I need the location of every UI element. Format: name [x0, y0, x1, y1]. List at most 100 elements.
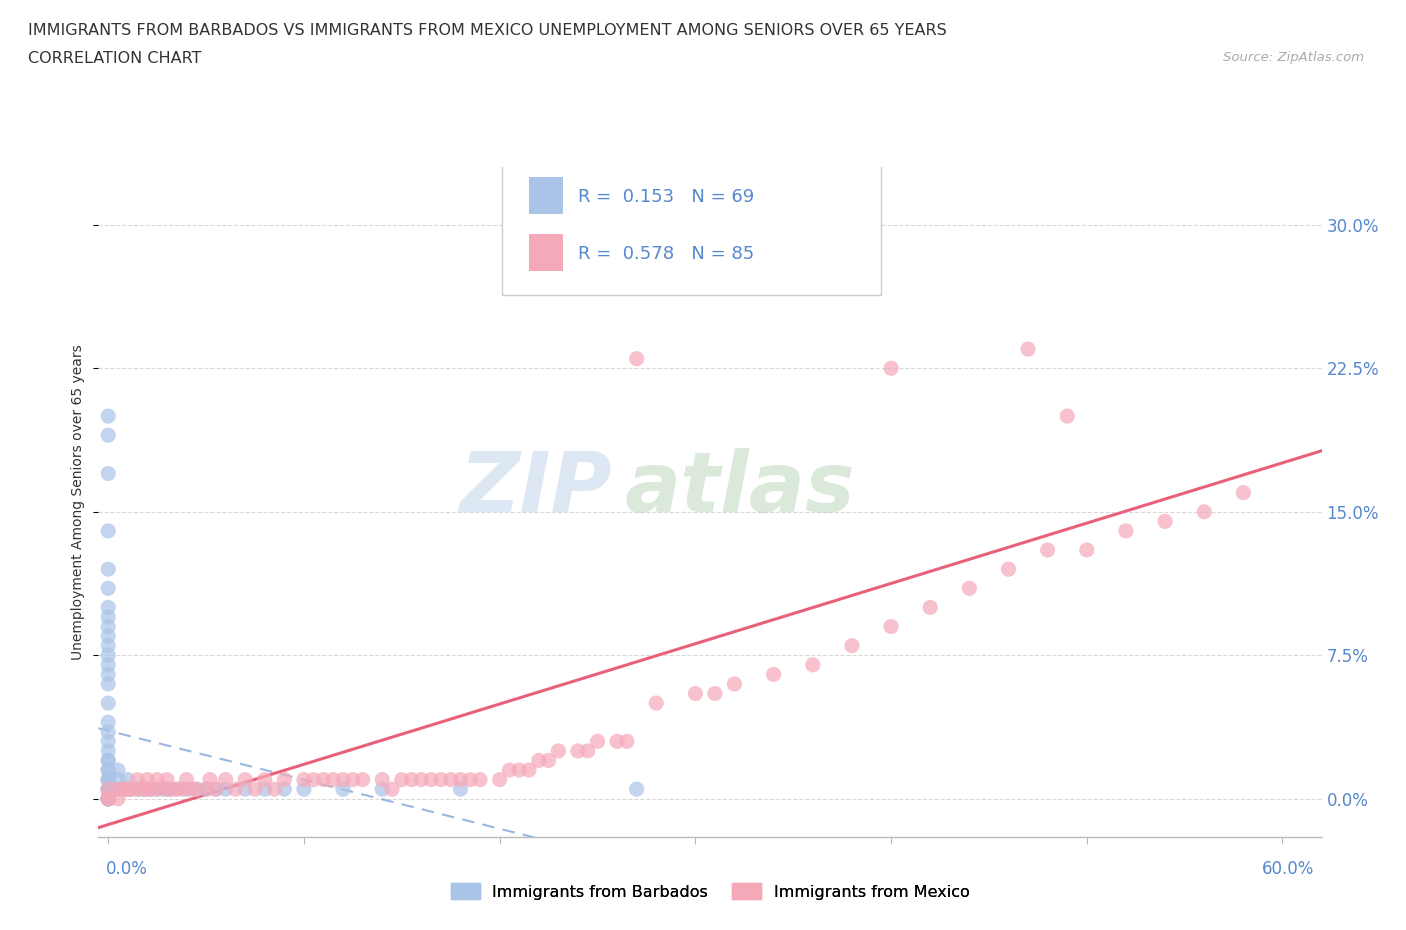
Point — [450, 782, 472, 797]
Text: atlas: atlas — [624, 448, 855, 529]
Point — [1036, 542, 1059, 557]
Point — [127, 782, 149, 797]
Point — [97, 609, 120, 624]
Point — [97, 428, 120, 443]
Point — [391, 772, 413, 787]
Point — [97, 724, 120, 739]
Point — [450, 772, 472, 787]
Point — [381, 782, 404, 797]
Point — [352, 772, 374, 787]
Point — [997, 562, 1019, 577]
Text: IMMIGRANTS FROM BARBADOS VS IMMIGRANTS FROM MEXICO UNEMPLOYMENT AMONG SENIORS OV: IMMIGRANTS FROM BARBADOS VS IMMIGRANTS F… — [28, 23, 946, 38]
Point — [498, 763, 520, 777]
Point — [302, 772, 325, 787]
Point — [626, 782, 648, 797]
Point — [411, 772, 433, 787]
Point — [132, 782, 155, 797]
FancyBboxPatch shape — [502, 161, 882, 295]
Point — [156, 782, 179, 797]
Point — [458, 772, 481, 787]
Point — [176, 782, 198, 797]
Point — [685, 227, 707, 242]
Point — [97, 581, 120, 596]
Point — [97, 791, 120, 806]
Point — [1192, 504, 1215, 519]
Point — [97, 791, 120, 806]
Point — [97, 791, 120, 806]
Point — [117, 782, 139, 797]
Point — [146, 782, 169, 797]
Point — [117, 772, 139, 787]
Point — [527, 753, 550, 768]
Point — [97, 791, 120, 806]
Point — [606, 734, 628, 749]
Point — [127, 782, 149, 797]
Point — [107, 772, 129, 787]
Point — [136, 772, 159, 787]
Point — [1154, 514, 1177, 529]
Point — [371, 782, 394, 797]
Text: CORRELATION CHART: CORRELATION CHART — [28, 51, 201, 66]
Point — [920, 600, 942, 615]
Point — [332, 772, 354, 787]
Point — [97, 772, 120, 787]
Point — [214, 772, 236, 787]
Point — [121, 782, 143, 797]
Point — [517, 763, 540, 777]
Point — [141, 782, 163, 797]
Text: ZIP: ZIP — [460, 448, 612, 529]
Point — [224, 782, 246, 797]
Point — [107, 791, 129, 806]
Point — [146, 772, 169, 787]
FancyBboxPatch shape — [529, 234, 564, 272]
Point — [97, 743, 120, 758]
Point — [156, 782, 179, 797]
Point — [198, 772, 221, 787]
Point — [107, 763, 129, 777]
Point — [880, 619, 903, 634]
Point — [121, 782, 143, 797]
Point — [626, 352, 648, 366]
Text: R =  0.578   N = 85: R = 0.578 N = 85 — [578, 246, 754, 263]
Point — [263, 782, 285, 797]
Point — [233, 782, 256, 797]
Point — [97, 791, 120, 806]
Point — [97, 696, 120, 711]
Point — [97, 791, 120, 806]
Point — [97, 763, 120, 777]
Text: 60.0%: 60.0% — [1263, 860, 1315, 878]
Point — [801, 658, 824, 672]
Point — [97, 782, 120, 797]
Point — [97, 782, 120, 797]
Point — [112, 782, 135, 797]
Point — [97, 772, 120, 787]
Point — [112, 782, 135, 797]
Point — [762, 667, 785, 682]
Point — [152, 782, 174, 797]
Point — [273, 772, 295, 787]
Point — [312, 772, 335, 787]
Point — [508, 763, 530, 777]
Point — [97, 648, 120, 663]
Text: 0.0%: 0.0% — [105, 860, 148, 878]
Point — [117, 782, 139, 797]
Point — [371, 772, 394, 787]
Point — [97, 562, 120, 577]
Point — [97, 638, 120, 653]
Point — [880, 361, 903, 376]
Text: R =  0.153   N = 69: R = 0.153 N = 69 — [578, 188, 754, 206]
Point — [253, 782, 276, 797]
Point — [97, 753, 120, 768]
Point — [205, 782, 228, 797]
Point — [97, 466, 120, 481]
Point — [1017, 341, 1039, 356]
Point — [160, 782, 183, 797]
Point — [97, 734, 120, 749]
Point — [176, 772, 198, 787]
Point — [107, 782, 129, 797]
Point — [430, 772, 453, 787]
Point — [97, 676, 120, 691]
Point — [166, 782, 188, 797]
Point — [214, 782, 236, 797]
FancyBboxPatch shape — [529, 178, 564, 214]
